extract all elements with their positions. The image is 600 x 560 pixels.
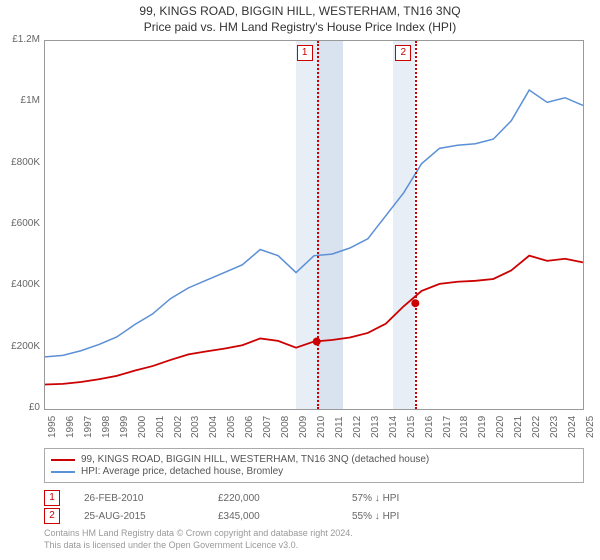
series-hpi [45,90,583,357]
x-tick-label: 2012 [352,416,363,438]
x-tick-label: 2007 [262,416,273,438]
x-tick-label: 1995 [47,416,58,438]
x-tick-label: 2001 [155,416,166,438]
sale-diff-1: 57% ↓ HPI [352,493,462,504]
chart-subtitle: Price paid vs. HM Land Registry's House … [0,18,600,40]
plot-area: 12 [44,40,584,410]
sale-price-2: £345,000 [218,511,328,522]
sale-date-2: 25-AUG-2015 [84,511,194,522]
chart-title: 99, KINGS ROAD, BIGGIN HILL, WESTERHAM, … [0,0,600,18]
legend-row-hpi: HPI: Average price, detached house, Brom… [51,466,577,477]
x-tick-label: 2002 [173,416,184,438]
x-tick-label: 2022 [531,416,542,438]
legend-swatch-property [51,459,75,461]
x-tick-label: 2004 [208,416,219,438]
x-tick-label: 2023 [549,416,560,438]
y-tick-label: £1.2M [0,34,40,45]
chart-svg [45,41,583,409]
sale-index-2: 2 [44,508,60,524]
x-tick-label: 2015 [406,416,417,438]
legend-row-property: 99, KINGS ROAD, BIGGIN HILL, WESTERHAM, … [51,454,577,465]
legend-swatch-hpi [51,471,75,473]
sale-diff-2: 55% ↓ HPI [352,511,462,522]
sale-index-1: 1 [44,490,60,506]
x-tick-label: 2018 [459,416,470,438]
legend: 99, KINGS ROAD, BIGGIN HILL, WESTERHAM, … [44,448,584,483]
sale-marker-label: 2 [395,45,411,61]
footer-line-2: This data is licensed under the Open Gov… [44,540,584,552]
sale-date-1: 26-FEB-2010 [84,493,194,504]
legend-label-property: 99, KINGS ROAD, BIGGIN HILL, WESTERHAM, … [81,454,429,465]
x-tick-label: 1997 [83,416,94,438]
y-tick-label: £0 [0,402,40,413]
sale-row-2: 2 25-AUG-2015 £345,000 55% ↓ HPI [44,508,584,524]
sales-table: 1 26-FEB-2010 £220,000 57% ↓ HPI 2 25-AU… [44,488,584,526]
legend-label-hpi: HPI: Average price, detached house, Brom… [81,466,283,477]
footer-line-1: Contains HM Land Registry data © Crown c… [44,528,584,540]
x-tick-label: 2005 [226,416,237,438]
x-tick-label: 2025 [585,416,596,438]
x-tick-label: 2006 [244,416,255,438]
series-property [45,256,583,385]
sale-marker-line [317,41,319,409]
x-tick-label: 2020 [495,416,506,438]
x-tick-label: 2003 [190,416,201,438]
y-tick-label: £800K [0,157,40,168]
sale-price-1: £220,000 [218,493,328,504]
x-tick-label: 2013 [370,416,381,438]
y-tick-label: £200K [0,341,40,352]
x-tick-label: 2011 [334,416,345,438]
sale-row-1: 1 26-FEB-2010 £220,000 57% ↓ HPI [44,490,584,506]
x-tick-label: 2016 [424,416,435,438]
x-tick-label: 2008 [280,416,291,438]
y-tick-label: £400K [0,279,40,290]
x-tick-label: 2019 [477,416,488,438]
x-tick-label: 1999 [119,416,130,438]
sale-marker-label: 1 [297,45,313,61]
x-tick-label: 2021 [513,416,524,438]
x-tick-label: 2017 [442,416,453,438]
x-tick-label: 1996 [65,416,76,438]
x-tick-label: 2014 [388,416,399,438]
x-tick-label: 2000 [137,416,148,438]
sale-marker-line [415,41,417,409]
y-tick-label: £600K [0,218,40,229]
y-tick-label: £1M [0,95,40,106]
chart-container: 99, KINGS ROAD, BIGGIN HILL, WESTERHAM, … [0,0,600,560]
x-tick-label: 2009 [298,416,309,438]
x-tick-label: 2010 [316,416,327,438]
x-tick-label: 1998 [101,416,112,438]
footer: Contains HM Land Registry data © Crown c… [44,528,584,551]
x-tick-label: 2024 [567,416,578,438]
